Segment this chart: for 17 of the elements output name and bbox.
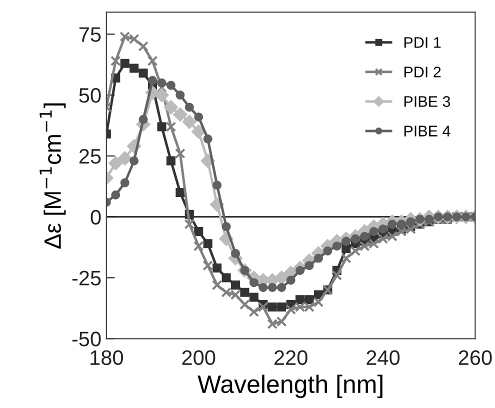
legend-label: PDI 1 bbox=[404, 37, 441, 48]
x-tick-label: 180 bbox=[90, 350, 123, 366]
x-tick-label: 200 bbox=[182, 350, 216, 366]
legend-label: PIBE 3 bbox=[404, 96, 450, 107]
x-axis-title: Wavelength [nm] bbox=[198, 374, 382, 398]
legend-label: PIBE 4 bbox=[404, 126, 450, 136]
y-tick-label: 0 bbox=[90, 210, 101, 225]
y-tick-label: 50 bbox=[79, 88, 101, 103]
legend-label: PDI 2 bbox=[404, 66, 441, 78]
x-tick-label: 260 bbox=[458, 350, 492, 366]
y-tick-label: 25 bbox=[79, 148, 101, 164]
y-tick-label: -25 bbox=[72, 270, 101, 286]
y-axis-title: Δε [M$^{−1}$cm$^{−1}$] bbox=[40, 103, 66, 249]
y-tick-label: -50 bbox=[72, 332, 101, 346]
x-tick-label: 240 bbox=[366, 350, 400, 366]
x-tick-label: 220 bbox=[274, 350, 308, 366]
y-tick-label: 75 bbox=[79, 27, 101, 42]
